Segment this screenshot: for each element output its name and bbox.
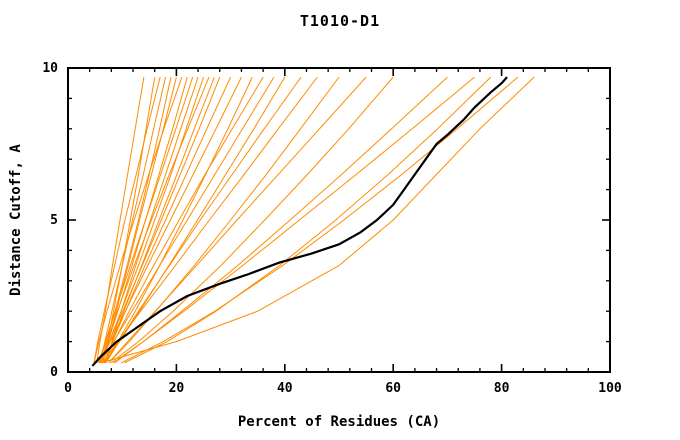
model-line (93, 76, 183, 363)
model-line (120, 76, 519, 364)
x-tick-label: 40 (277, 381, 293, 396)
model-line (93, 76, 161, 363)
model-line (114, 76, 475, 364)
model-line (108, 76, 367, 364)
model-line (100, 76, 275, 364)
y-tick-label: 5 (50, 213, 58, 228)
model-line (108, 76, 340, 364)
x-tick-label: 60 (385, 381, 401, 396)
y-tick-label: 10 (42, 61, 58, 76)
model-line (96, 77, 145, 363)
x-tick-label: 80 (494, 381, 510, 396)
chart-title: T1010-D1 (299, 12, 381, 30)
model-line (97, 76, 194, 364)
model-line (104, 76, 286, 364)
model-line (110, 76, 394, 364)
y-axis-label: Distance Cutoff, A (8, 144, 24, 296)
model-line (99, 76, 221, 364)
x-tick-label: 20 (169, 381, 185, 396)
model-line (100, 76, 535, 364)
model-line (100, 76, 188, 364)
x-axis-label: Percent of Residues (CA) (237, 414, 441, 430)
model-line (98, 76, 242, 364)
model-line (104, 76, 253, 364)
highlight-line (91, 76, 508, 367)
model-line (124, 76, 492, 364)
model-line (101, 76, 318, 364)
x-tick-label: 100 (598, 381, 622, 396)
model-line (105, 76, 302, 364)
model-line (100, 76, 210, 364)
model-line (103, 76, 232, 364)
x-tick-label: 0 (64, 381, 72, 396)
plot-frame (67, 67, 611, 373)
y-tick-label: 0 (50, 365, 58, 380)
